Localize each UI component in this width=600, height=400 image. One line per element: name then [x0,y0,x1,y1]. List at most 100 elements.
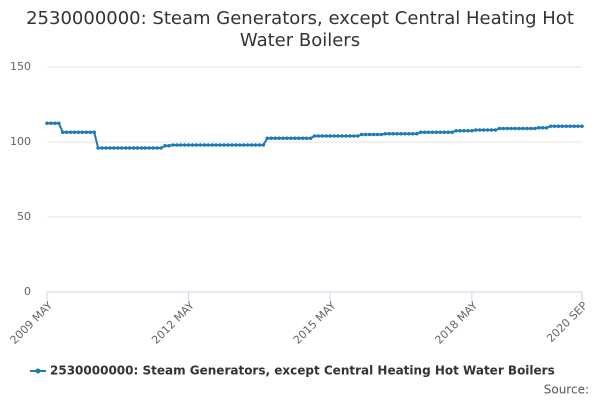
point [300,136,305,141]
point [576,124,580,129]
point [72,130,77,135]
point [171,143,175,147]
point [536,125,541,130]
point [167,143,171,148]
point [572,124,576,129]
point [320,134,325,138]
point [285,136,289,141]
point [116,146,120,150]
point [249,143,254,147]
point [560,124,565,129]
point [234,143,238,147]
point [218,143,222,147]
point [340,134,344,138]
point [80,130,85,135]
point [399,131,403,136]
point [281,136,285,141]
point [454,128,458,133]
source: Source: [544,383,589,397]
point [206,143,211,147]
point [580,124,584,129]
point [414,131,419,136]
point [64,130,69,135]
point [147,146,152,150]
point [257,143,262,147]
point [344,134,348,138]
point [359,132,364,137]
point [312,134,317,138]
point [214,143,218,147]
point [544,125,549,130]
point [178,143,183,147]
legend-label: 2530000000: Steam Generators, except Cen… [50,364,555,378]
point [135,146,140,150]
point [112,146,116,150]
point [355,134,360,138]
point [57,121,61,126]
x-tick-label: 2018 MAY [432,299,480,347]
point [84,130,89,135]
point [505,126,510,131]
point [489,128,494,132]
point [237,143,242,147]
chart-title: 2530000000: Steam Generators, except Cen… [26,8,574,51]
point [151,146,156,150]
point [53,121,57,126]
point [100,146,104,150]
point [49,121,53,126]
point [497,126,502,131]
point [442,130,447,135]
y-tick-label: 150 [10,60,31,73]
point [430,130,435,135]
point [60,130,65,135]
point [175,143,179,147]
point [493,128,498,132]
point [190,143,195,147]
point [462,128,466,133]
point [96,146,100,150]
point [336,134,340,138]
x-tick-label: 2020 SEP [544,299,590,345]
point [332,134,336,138]
point [293,136,297,141]
point [265,136,270,141]
point [139,146,144,150]
point [391,131,395,136]
point [127,146,132,150]
point [438,130,443,135]
point [163,143,167,148]
point [375,132,380,137]
point [245,143,250,147]
point [473,128,478,132]
point [363,132,368,137]
point [289,136,293,141]
point [316,134,321,138]
point [403,131,407,136]
x-tick-label: 2015 MAY [291,299,339,347]
point [481,128,486,132]
point [422,130,427,135]
point [411,131,415,136]
point [119,146,124,150]
point [450,130,454,135]
point [186,143,191,147]
point [210,143,215,147]
point [222,143,226,147]
legend-item: 2530000000: Steam Generators, except Cen… [30,364,555,378]
point [371,132,376,137]
point [552,124,557,129]
point [477,128,482,132]
x-tick-label: 2012 MAY [149,299,197,347]
point [556,124,561,129]
point [517,126,521,131]
point [348,134,352,138]
point [123,146,128,150]
point [521,126,525,131]
point [296,136,301,141]
point [304,136,309,141]
point [466,128,470,133]
point [88,130,93,135]
point [529,126,533,131]
point [308,136,313,141]
point [68,130,73,135]
